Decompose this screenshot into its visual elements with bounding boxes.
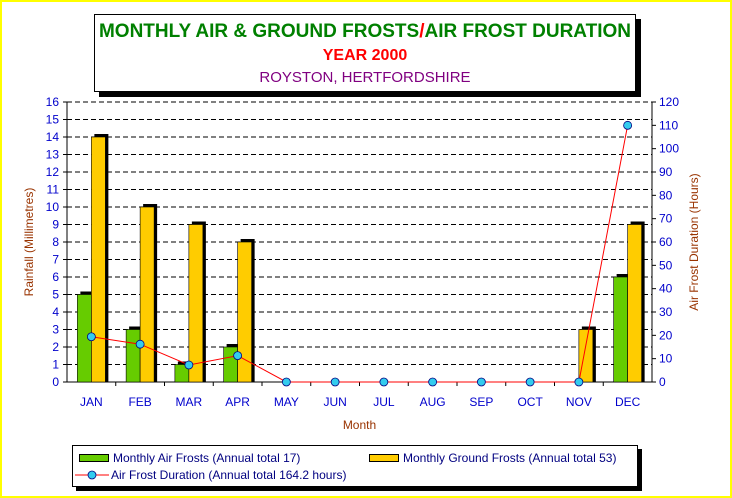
ground-frost-bar bbox=[188, 224, 204, 383]
y2-tick-label: 80 bbox=[659, 188, 673, 202]
legend: Monthly Air Frosts (Annual total 17) Mon… bbox=[72, 445, 638, 487]
ground-frost-bar bbox=[237, 241, 252, 383]
x-tick-label: FEB bbox=[128, 395, 151, 409]
y-tick-label: 3 bbox=[52, 323, 59, 337]
y2-tick-label: 20 bbox=[659, 328, 673, 342]
y2-tick-label: 10 bbox=[659, 352, 673, 366]
y-tick-label: 0 bbox=[52, 375, 59, 389]
y2-tick-label: 110 bbox=[659, 118, 678, 132]
x-tick-label: MAR bbox=[176, 395, 203, 409]
x-tick-label: APR bbox=[225, 395, 250, 409]
y2-tick-label: 90 bbox=[659, 165, 673, 179]
duration-point bbox=[330, 377, 340, 387]
legend-label-duration: Air Frost Duration (Annual total 164.2 h… bbox=[111, 468, 347, 482]
duration-point bbox=[428, 377, 438, 387]
legend-label-air-frosts: Monthly Air Frosts (Annual total 17) bbox=[113, 451, 301, 465]
y-tick-label: 9 bbox=[52, 218, 59, 232]
y-tick-label: 16 bbox=[46, 95, 60, 109]
legend-item-air-frosts: Monthly Air Frosts (Annual total 17) bbox=[79, 451, 300, 465]
duration-line bbox=[91, 125, 629, 383]
y2-tick-label: 70 bbox=[659, 212, 673, 226]
y-tick-label: 13 bbox=[46, 148, 60, 162]
y2-tick-label: 60 bbox=[659, 235, 673, 249]
title-box: MONTHLY AIR & GROUND FROSTS/AIR FROST DU… bbox=[94, 14, 636, 92]
legend-label-ground-frosts: Monthly Ground Frosts (Annual total 53) bbox=[403, 451, 617, 465]
x-axis-title: Month bbox=[343, 418, 376, 432]
duration-point bbox=[623, 120, 633, 130]
y-tick-label: 4 bbox=[52, 305, 59, 319]
y2-axis-title: Air Frost Duration (Hours) bbox=[687, 173, 701, 310]
chart-subtitle-location: ROYSTON, HERTFORDSHIRE bbox=[259, 69, 471, 86]
legend-item-ground-frosts: Monthly Ground Frosts (Annual total 53) bbox=[369, 451, 616, 465]
x-tick-label: NOV bbox=[566, 395, 592, 409]
x-tick-label: OCT bbox=[517, 395, 543, 409]
legend-swatch-ground-frosts bbox=[369, 454, 399, 462]
y-tick-label: 6 bbox=[52, 270, 59, 284]
duration-point bbox=[574, 377, 584, 387]
legend-item-duration: Air Frost Duration (Annual total 164.2 h… bbox=[75, 468, 346, 482]
ground-frost-bar bbox=[627, 224, 642, 383]
y2-tick-label: 120 bbox=[659, 95, 679, 109]
y2-tick-label: 30 bbox=[659, 305, 673, 319]
duration-point bbox=[281, 377, 291, 387]
ground-frost-bar bbox=[139, 206, 155, 383]
duration-point bbox=[476, 377, 486, 387]
y-tick-label: 2 bbox=[52, 340, 59, 354]
legend-swatch-duration bbox=[75, 470, 109, 480]
y-tick-label: 12 bbox=[46, 165, 60, 179]
y2-tick-label: 50 bbox=[659, 258, 673, 272]
duration-point bbox=[233, 351, 243, 361]
duration-point bbox=[379, 377, 389, 387]
duration-point bbox=[184, 360, 194, 370]
y-tick-label: 14 bbox=[46, 130, 60, 144]
y-tick-label: 5 bbox=[52, 288, 59, 302]
x-tick-label: JAN bbox=[80, 395, 103, 409]
x-tick-label: SEP bbox=[469, 395, 493, 409]
chart-title: MONTHLY AIR & GROUND FROSTS/AIR FROST DU… bbox=[95, 21, 635, 43]
y-tick-label: 1 bbox=[52, 358, 59, 372]
air-frost-bar bbox=[613, 276, 628, 383]
x-tick-label: MAY bbox=[274, 395, 299, 409]
duration-point bbox=[525, 377, 535, 387]
y-axis-title: Rainfall (Millimetres) bbox=[22, 188, 36, 297]
y2-tick-label: 0 bbox=[659, 375, 666, 389]
y-tick-label: 8 bbox=[52, 235, 59, 249]
y2-tick-label: 100 bbox=[659, 142, 679, 156]
title-separator: / bbox=[419, 21, 425, 42]
y-tick-label: 11 bbox=[47, 183, 60, 197]
y2-tick-label: 40 bbox=[659, 282, 673, 296]
y-tick-label: 15 bbox=[46, 113, 60, 127]
ground-frost-bar bbox=[578, 329, 594, 383]
title-part-duration: AIR FROST DURATION bbox=[424, 21, 631, 42]
x-tick-label: JUN bbox=[323, 395, 346, 409]
x-tick-label: JUL bbox=[373, 395, 395, 409]
duration-point bbox=[86, 332, 96, 342]
legend-swatch-air-frosts bbox=[79, 454, 109, 462]
title-part-frosts: MONTHLY AIR & GROUND FROSTS bbox=[98, 21, 420, 42]
air-frost-bar bbox=[125, 329, 141, 383]
chart-subtitle-year: YEAR 2000 bbox=[322, 47, 408, 64]
x-tick-label: AUG bbox=[420, 395, 446, 409]
x-tick-label: DEC bbox=[615, 395, 641, 409]
y-tick-label: 7 bbox=[52, 253, 59, 267]
ground-frost-bar bbox=[91, 136, 106, 383]
duration-point bbox=[135, 339, 145, 349]
y-tick-label: 10 bbox=[46, 200, 60, 214]
